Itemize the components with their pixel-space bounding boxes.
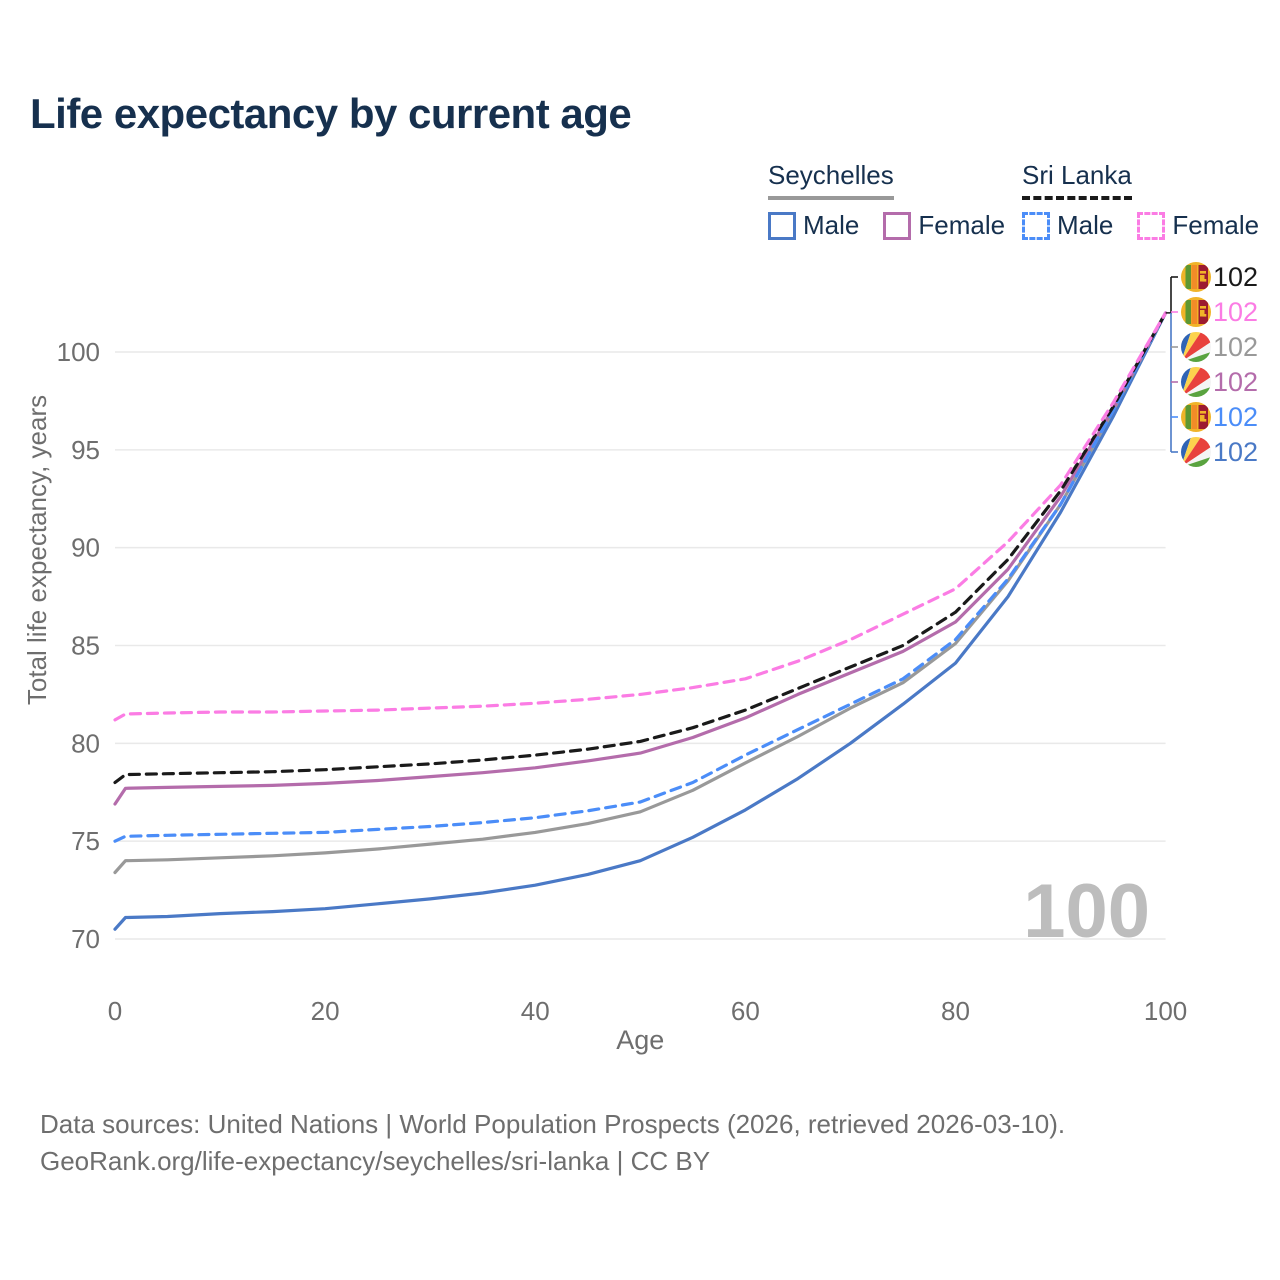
seychelles-flag-icon <box>1181 367 1211 397</box>
end-label-sl_total: 102 <box>1213 262 1258 292</box>
y-tick-label-85: 85 <box>71 631 100 661</box>
end-label-sl_female: 102 <box>1213 297 1258 327</box>
series-line-sc_male <box>113 311 1168 931</box>
legend-item-sri-lanka-female[interactable]: Female <box>1137 210 1259 241</box>
legend-header-seychelles[interactable]: Seychelles <box>768 160 894 200</box>
legend-label-seychelles-female: Female <box>918 210 1006 240</box>
footer: Data sources: United Nations | World Pop… <box>40 1106 1065 1180</box>
series-line-sc_female <box>113 311 1168 806</box>
end-label-sc_total: 102 <box>1213 332 1258 362</box>
legend-label-seychelles-male: Male <box>803 210 860 240</box>
x-axis-title: Age <box>616 1025 664 1055</box>
legend-item-sri-lanka-male[interactable]: Male <box>1022 210 1113 241</box>
legend-row-seychelles: Male Female <box>768 210 1005 241</box>
y-axis-title: Total life expectancy, years <box>22 395 52 705</box>
legend-group-sri-lanka: Sri Lanka Male Female <box>1022 160 1259 241</box>
footer-attribution: GeoRank.org/life-expectancy/seychelles/s… <box>40 1146 711 1176</box>
end-label-sl_male: 102 <box>1213 402 1258 432</box>
seychelles-female-swatch-icon <box>883 211 912 240</box>
y-tick-label-80: 80 <box>71 728 100 758</box>
legend-header-sri-lanka[interactable]: Sri Lanka <box>1022 160 1132 200</box>
series-line-sl_male <box>113 311 1168 843</box>
end-label-sc_female: 102 <box>1213 367 1258 397</box>
series-line-sl_female <box>113 311 1168 722</box>
y-tick-label-70: 70 <box>71 924 100 954</box>
legend-label-sri-lanka-male: Male <box>1057 210 1114 240</box>
y-tick-label-100: 100 <box>57 337 100 367</box>
legend-label-sri-lanka-female: Female <box>1172 210 1260 240</box>
y-tick-label-95: 95 <box>71 435 100 465</box>
x-tick-label-20: 20 <box>311 996 340 1026</box>
y-tick-label-90: 90 <box>71 533 100 563</box>
legend-item-seychelles-female[interactable]: Female <box>883 210 1005 241</box>
chart-title: Life expectancy by current age <box>30 90 632 137</box>
x-tick-label-40: 40 <box>521 996 550 1026</box>
legend-item-seychelles-male[interactable]: Male <box>768 210 859 241</box>
seychelles-male-swatch-icon <box>768 211 796 240</box>
series-line-sc_total <box>113 311 1168 875</box>
x-tick-label-0: 0 <box>108 996 122 1026</box>
x-tick-label-60: 60 <box>731 996 760 1026</box>
footer-data-sources: Data sources: United Nations | World Pop… <box>40 1109 1066 1139</box>
x-tick-label-100: 100 <box>1144 996 1187 1026</box>
sri-lanka-flag-icon <box>1181 402 1211 432</box>
label-connector-upper <box>1165 277 1172 314</box>
legend-group-seychelles: Seychelles Male Female <box>768 160 1005 241</box>
sri-lanka-male-swatch-icon <box>1022 211 1050 240</box>
seychelles-flag-icon <box>1181 332 1211 362</box>
end-label-sc_male: 102 <box>1213 437 1258 467</box>
y-tick-label-75: 75 <box>71 826 100 856</box>
x-tick-label-80: 80 <box>941 996 970 1026</box>
age-watermark: 100 <box>1023 869 1150 954</box>
series-line-sl_total <box>113 311 1168 785</box>
sri-lanka-flag-icon <box>1181 262 1211 292</box>
sri-lanka-flag-icon <box>1181 297 1211 327</box>
seychelles-flag-icon <box>1181 437 1211 467</box>
legend-row-sri-lanka: Male Female <box>1022 210 1259 241</box>
sri-lanka-female-swatch-icon <box>1137 211 1166 240</box>
